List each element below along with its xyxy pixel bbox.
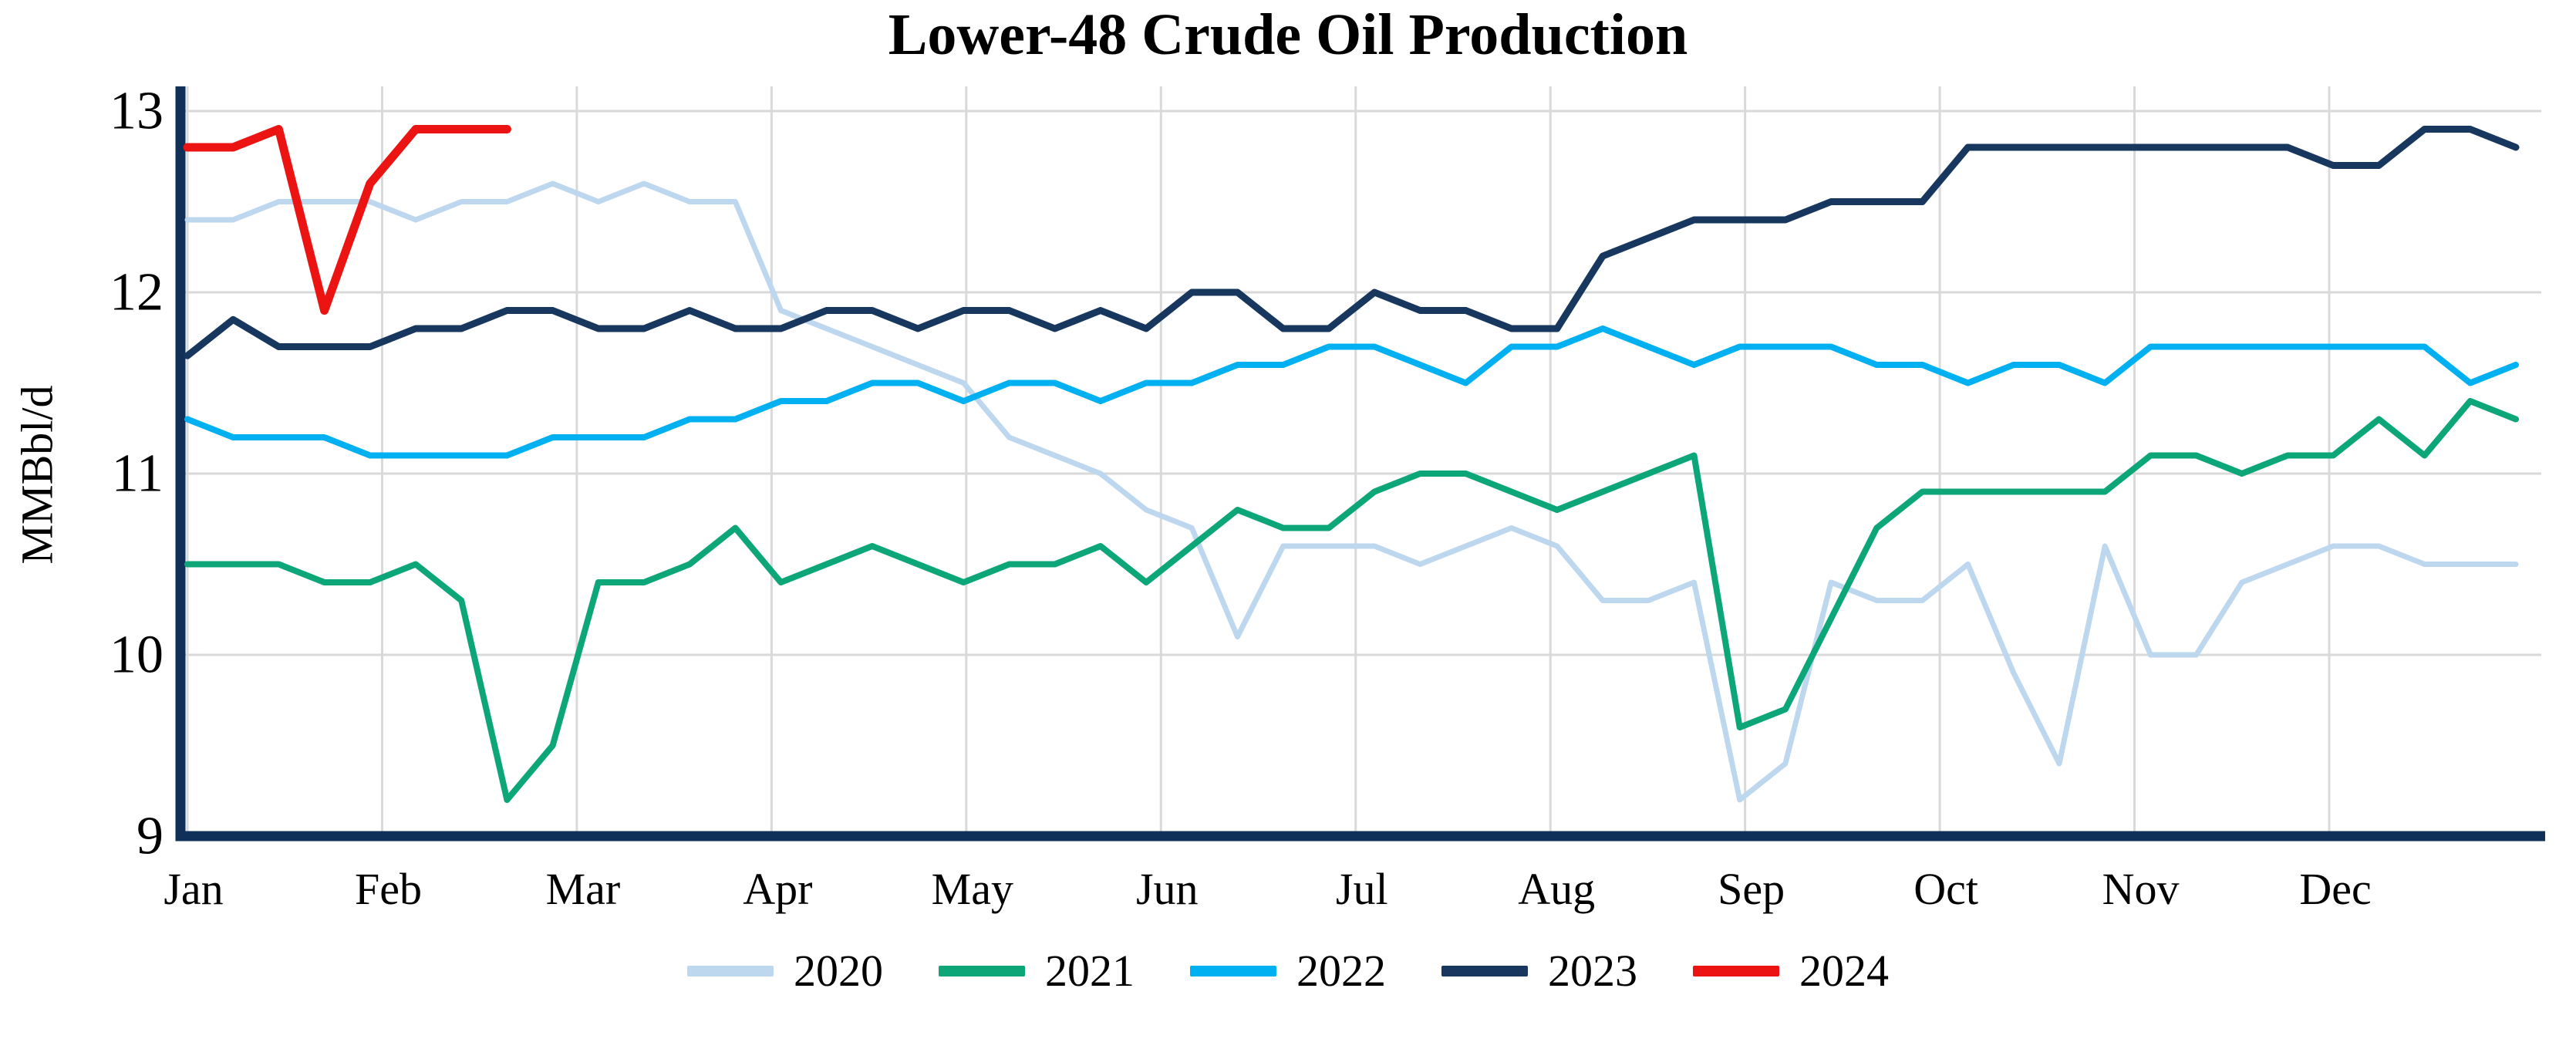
- x-tick-label-jan: Jan: [164, 864, 223, 914]
- x-axis-spine: [175, 831, 2545, 842]
- legend-item-2023: 2023: [1441, 949, 1637, 993]
- series-line-2021: [184, 398, 2519, 803]
- legend: 2020 2021 2022 2023 2024: [0, 949, 2576, 993]
- legend-swatch-2020: [687, 966, 774, 976]
- x-tick-label-sep: Sep: [1718, 864, 1785, 914]
- legend-label-2022: 2022: [1296, 946, 1386, 996]
- series-line-2020: [184, 180, 2519, 803]
- legend-swatch-2023: [1441, 966, 1528, 976]
- y-tick-label-13: 13: [110, 82, 164, 141]
- x-tick-label-feb: Feb: [355, 864, 422, 914]
- y-tick-label-10: 10: [110, 626, 164, 685]
- chart-title: Lower-48 Crude Oil Production: [888, 2, 1688, 67]
- x-tick-label-oct: Oct: [1913, 864, 1978, 914]
- legend-swatch-2022: [1190, 966, 1276, 976]
- y-tick-label-12: 12: [110, 263, 164, 322]
- y-tick-label-9: 9: [137, 807, 164, 866]
- series-line-2024: [183, 125, 511, 315]
- series-line-2023: [184, 126, 2520, 359]
- x-tick-label-aug: Aug: [1518, 864, 1595, 914]
- x-tick-label-jul: Jul: [1336, 864, 1388, 914]
- x-tick-label-may: May: [932, 864, 1013, 914]
- legend-swatch-2024: [1693, 966, 1779, 976]
- legend-label-2024: 2024: [1799, 946, 1889, 996]
- x-tick-label-dec: Dec: [2299, 864, 2371, 914]
- legend-label-2023: 2023: [1548, 946, 1637, 996]
- legend-label-2021: 2021: [1045, 946, 1135, 996]
- y-axis-spine: [175, 86, 186, 842]
- legend-item-2024: 2024: [1693, 949, 1889, 993]
- legend-item-2022: 2022: [1190, 949, 1386, 993]
- x-tick-label-mar: Mar: [546, 864, 621, 914]
- x-tick-label-jun: Jun: [1136, 864, 1199, 914]
- legend-swatch-2021: [939, 966, 1025, 976]
- y-tick-label-11: 11: [112, 444, 164, 504]
- legend-label-2020: 2020: [794, 946, 883, 996]
- x-tick-label-apr: Apr: [743, 864, 812, 914]
- legend-item-2020: 2020: [687, 949, 883, 993]
- legend-item-2021: 2021: [939, 949, 1135, 993]
- series-line-2022: [184, 325, 2519, 459]
- x-tick-label-nov: Nov: [2102, 864, 2180, 914]
